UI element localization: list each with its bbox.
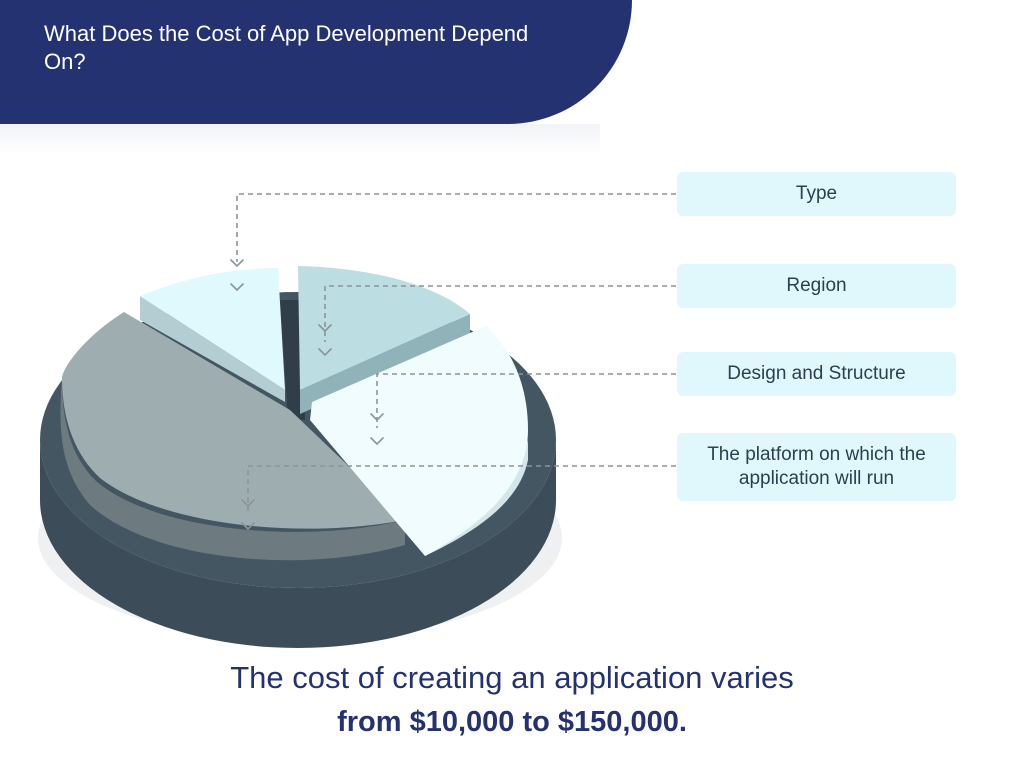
label-region-text: Region (786, 275, 847, 296)
pie-slice-platform-side (60, 378, 406, 561)
banner-shadow (0, 124, 600, 154)
footer-text: The cost of creating an application vari… (230, 660, 794, 695)
pie-center-pillar (280, 300, 305, 420)
label-design-structure-text: Design and Structure (727, 363, 906, 384)
chevron-down-icon (241, 499, 255, 508)
chevron-down-icon (370, 437, 384, 446)
label-type: Type (677, 172, 956, 216)
connector-region (324, 285, 676, 342)
label-type-text: Type (795, 183, 838, 204)
pie-slice-type (140, 268, 285, 390)
label-region: Region (677, 264, 956, 308)
pie-base-side (40, 440, 556, 648)
label-design-structure: Design and Structure (677, 352, 956, 396)
page-title: What Does the Cost of App Development De… (44, 21, 529, 74)
chevron-down-icon (370, 413, 384, 422)
pie-slice-type-side (140, 296, 285, 402)
label-platform-text: The platform on which the application wi… (707, 444, 926, 489)
pie-slice-platform (62, 312, 405, 529)
chevron-down-icon (318, 324, 332, 333)
chevron-down-icon (241, 522, 255, 531)
connector-design (376, 373, 676, 428)
title-banner: What Does the Cost of App Development De… (0, 0, 632, 124)
chevron-down-icon (318, 348, 332, 357)
connector-type (236, 193, 676, 262)
label-platform: The platform on which the application wi… (677, 433, 956, 501)
pie-slice-design-side (405, 440, 528, 556)
chevron-down-icon (230, 259, 244, 268)
pie-slice-design (310, 326, 528, 556)
connector-platform (247, 465, 676, 515)
pie-slice-region (298, 266, 470, 390)
footer-price-range: from $10,000 to $150,000. (337, 706, 687, 738)
chevron-down-icon (230, 283, 244, 292)
